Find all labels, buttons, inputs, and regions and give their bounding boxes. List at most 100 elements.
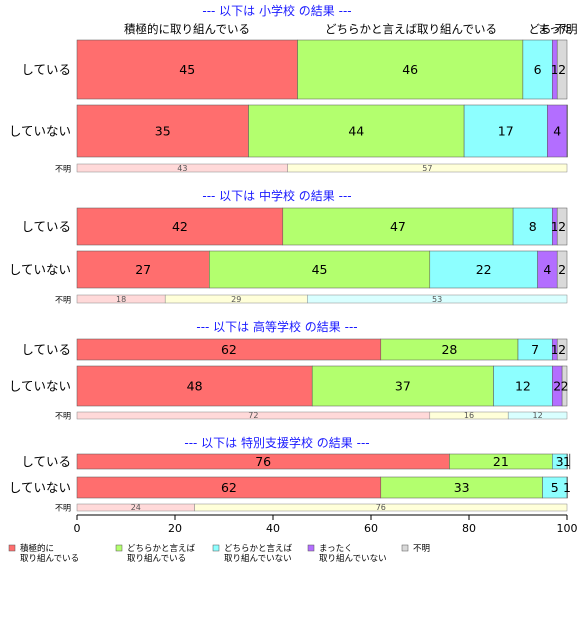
bar-value-label: 2 [558,342,566,357]
bar-segment [566,104,568,158]
legend-swatch [212,544,220,552]
unknown-segment [194,503,568,512]
legend-label: 取り組んでいる [20,553,79,564]
bar-value-label: 2 [553,379,561,394]
legend-label: 積極的に [20,543,54,554]
legend-swatch [401,544,409,552]
row-label: している [21,454,71,469]
bar-value-label: 1 [551,219,559,234]
bar-value-label: 6 [534,62,542,77]
panel-title: --- 以下は 中学校 の結果 --- [202,188,351,203]
bar-value-label: 2 [558,219,566,234]
bar-value-label: 7 [531,342,539,357]
bar-value-label: 35 [155,124,171,139]
bar-value-label: 2 [561,379,569,394]
bar-value-label: 48 [187,379,203,394]
legend-label: 不明 [413,544,430,554]
bar-value-label: 3 [556,454,564,469]
bar-value-label: 17 [498,124,514,139]
unknown-value-label: 72 [248,411,258,420]
legend-swatch [8,544,16,552]
bar-value-label: 42 [172,219,188,234]
bar-segment [209,250,431,289]
bar-value-label: 4 [553,124,561,139]
panel-title: --- 以下は 小学校 の結果 --- [202,3,351,18]
bar-segment [556,250,568,289]
bar-value-label: 12 [515,379,531,394]
bar-segment [76,39,298,100]
bar-value-label: 33 [454,480,470,495]
bar-value-label: 27 [135,262,151,277]
bar-value-label: 62 [221,480,237,495]
row-label: していない [9,124,71,139]
bar-value-label: 76 [255,454,271,469]
bar-value-label: 1 [551,62,559,77]
bar-value-label: 4 [543,262,551,277]
unknown-row-label: 不明 [55,296,71,305]
bar-value-label: 46 [402,62,418,77]
row-label: していない [9,480,71,495]
unknown-value-label: 12 [533,411,543,420]
bar-value-label: 44 [348,124,364,139]
column-header: どちらかと言えば取り組んでいる [325,22,497,36]
bar-value-label: 22 [476,262,492,277]
bar-segment [569,453,571,470]
bar-value-label: 2 [558,62,566,77]
bar-segment [282,207,514,246]
legend-label: どちらかと言えば [224,543,293,554]
column-header: どち [529,22,552,36]
bar-value-label: 28 [441,342,457,357]
x-tick-label: 60 [364,522,378,535]
bar-segment [522,39,553,100]
unknown-value-label: 76 [376,503,386,512]
legend-label: 取り組んでいない [224,553,292,564]
legend-label: まったく [319,544,353,554]
bar-segment [561,365,568,407]
x-tick-label: 0 [74,522,81,535]
unknown-row-label: 不明 [55,165,71,174]
unknown-value-label: 57 [422,164,432,173]
unknown-segment [287,163,568,173]
legend-label: 取り組んでいる [127,553,186,564]
panel-title: --- 以下は 特別支援学校 の結果 --- [184,435,369,450]
bar-value-label: 5 [551,480,559,495]
column-header: 不明 [555,22,578,36]
bar-value-label: 1 [563,480,571,495]
bar-segment [556,207,568,246]
unknown-row-label: 不明 [55,504,71,513]
unknown-row-label: 不明 [55,412,71,421]
unknown-value-label: 29 [231,295,241,304]
bar-segment [463,104,548,158]
bar-value-label: 45 [179,62,195,77]
bar-value-label: 21 [493,454,509,469]
bar-value-label: 1 [551,342,559,357]
bar-value-label: 45 [312,262,328,277]
panel-title: --- 以下は 高等学校 の結果 --- [196,319,357,334]
bar-segment [493,365,553,407]
column-header: まった [538,22,572,36]
bar-value-label: 1 [563,454,571,469]
unknown-value-label: 16 [464,411,474,420]
unknown-value-label: 24 [131,503,141,512]
bar-segment [248,104,465,158]
bar-segment [76,250,210,289]
x-tick-label: 100 [557,522,578,535]
column-header: 積極的に取り組んでいる [124,22,250,36]
x-tick-label: 40 [266,522,280,535]
bar-value-label: 2 [558,262,566,277]
bar-segment [512,207,553,246]
bar-value-label: 47 [390,219,406,234]
row-label: している [21,219,71,234]
bar-value-label: 8 [529,219,537,234]
row-label: している [21,62,71,77]
legend-label: どちらかと言えば [127,543,196,554]
x-tick-label: 80 [462,522,476,535]
unknown-value-label: 53 [432,295,442,304]
bar-segment [556,39,568,100]
unknown-segment [307,294,568,304]
unknown-segment [507,411,568,420]
bar-segment [76,207,284,246]
bar-segment [566,453,568,470]
row-label: していない [9,379,71,394]
